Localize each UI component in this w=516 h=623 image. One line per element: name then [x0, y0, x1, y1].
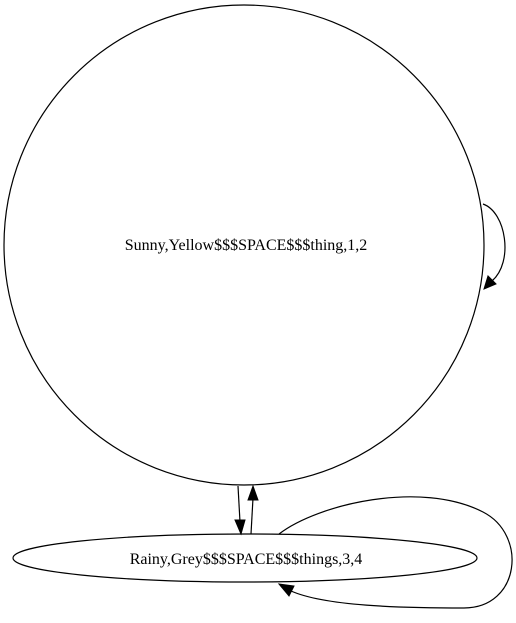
edge-rainy-to-sunny-arrowhead [247, 484, 259, 501]
node-sunny: Sunny,Yellow$$$SPACE$$$thing,1,2 [3, 4, 485, 486]
edge-sunny-to-sunny-arrowhead [483, 275, 497, 290]
node-sunny-shape [3, 4, 485, 486]
node-rainy-label: Rainy,Grey$$$SPACE$$$things,3,4 [130, 551, 363, 568]
edge-rainy-to-sunny-line [250, 497, 254, 535]
edge-rainy-to-rainy-arrowhead [277, 583, 295, 597]
edge-sunny-to-rainy-arrowhead [234, 519, 246, 536]
node-rainy-shape [12, 533, 478, 583]
edge-sunny-to-rainy-line [237, 485, 241, 523]
node-rainy: Rainy,Grey$$$SPACE$$$things,3,4 [12, 533, 478, 583]
edge-sunny-to-sunny-line [482, 203, 506, 282]
edge-rainy-to-rainy-line [278, 496, 513, 609]
edge-rainy-to-sunny [247, 484, 259, 535]
edge-sunny-to-sunny [482, 203, 506, 290]
edge-rainy-to-rainy [277, 496, 513, 609]
edge-sunny-to-rainy [234, 485, 246, 536]
node-sunny-label: Sunny,Yellow$$$SPACE$$$thing,1,2 [125, 237, 368, 254]
